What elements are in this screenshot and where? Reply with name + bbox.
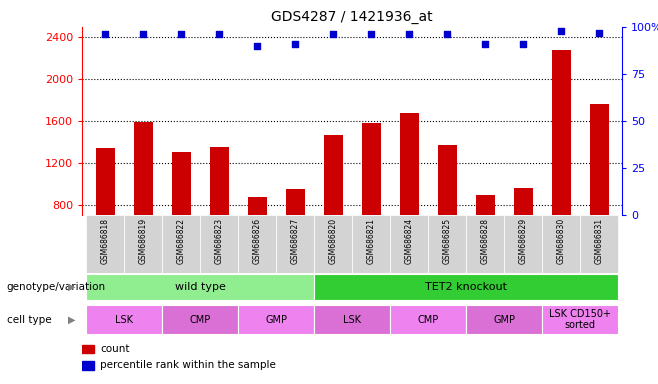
Bar (551, 50, 570, 215)
Point (442, 31, 452, 38)
Text: LSK: LSK (115, 314, 133, 325)
Text: GSM686818: GSM686818 (101, 218, 109, 264)
Title: GDS4287 / 1421936_at: GDS4287 / 1421936_at (271, 10, 433, 25)
Bar (238, 305, 314, 334)
Bar (352, 215, 390, 273)
Bar (276, 215, 314, 273)
Bar (504, 215, 542, 273)
Point (214, 31, 224, 38)
Bar (238, 215, 276, 273)
Text: GMP: GMP (493, 314, 515, 325)
Text: CMP: CMP (417, 314, 439, 325)
Bar (390, 305, 466, 334)
Text: ▶: ▶ (68, 314, 76, 325)
Bar (513, 188, 532, 215)
Point (480, 41, 490, 47)
Point (404, 31, 415, 38)
Bar (542, 305, 618, 334)
Text: cell type: cell type (7, 314, 51, 325)
Text: genotype/variation: genotype/variation (7, 282, 106, 292)
Bar (542, 215, 580, 273)
Text: GSM686824: GSM686824 (405, 218, 413, 264)
Bar (82, 361, 93, 369)
Bar (466, 215, 504, 273)
Bar (134, 122, 153, 215)
Bar (162, 305, 238, 334)
Bar (314, 274, 618, 300)
Text: GSM686828: GSM686828 (480, 218, 490, 264)
Text: percentile rank within the sample: percentile rank within the sample (100, 360, 276, 371)
Text: GSM686829: GSM686829 (519, 218, 528, 264)
Point (518, 41, 528, 47)
Text: GSM686823: GSM686823 (215, 218, 224, 264)
Point (328, 31, 338, 38)
Text: ▶: ▶ (68, 282, 76, 292)
Text: count: count (100, 344, 130, 354)
Bar (428, 215, 466, 273)
Bar (466, 305, 542, 334)
Text: wild type: wild type (174, 282, 226, 292)
Point (594, 30, 604, 36)
Bar (95, 148, 114, 215)
Bar (314, 215, 352, 273)
Bar (314, 305, 390, 334)
Bar (124, 215, 162, 273)
Text: GSM686821: GSM686821 (367, 218, 376, 264)
Text: GSM686827: GSM686827 (291, 218, 299, 264)
Text: GSM686831: GSM686831 (595, 218, 603, 264)
Bar (162, 215, 200, 273)
Text: GMP: GMP (265, 314, 287, 325)
Point (252, 43, 263, 49)
Bar (361, 123, 380, 215)
Bar (82, 345, 93, 353)
Bar (86, 215, 124, 273)
Text: CMP: CMP (190, 314, 211, 325)
Text: GSM686820: GSM686820 (328, 218, 338, 264)
Text: GSM686826: GSM686826 (253, 218, 261, 264)
Bar (390, 215, 428, 273)
Text: LSK: LSK (343, 314, 361, 325)
Bar (200, 215, 238, 273)
Bar (590, 104, 609, 215)
Point (100, 31, 111, 38)
Point (290, 41, 300, 47)
Text: GSM686830: GSM686830 (557, 218, 565, 264)
Bar (580, 215, 618, 273)
Text: GSM686822: GSM686822 (176, 218, 186, 264)
Bar (209, 147, 228, 215)
Bar (476, 195, 495, 215)
Point (366, 31, 376, 38)
Point (556, 28, 567, 34)
Bar (86, 274, 314, 300)
Point (176, 31, 186, 38)
Bar (438, 145, 457, 215)
Text: GSM686819: GSM686819 (139, 218, 147, 264)
Bar (86, 305, 162, 334)
Text: GSM686825: GSM686825 (443, 218, 451, 264)
Bar (172, 152, 191, 215)
Bar (399, 113, 418, 215)
Text: LSK CD150+
sorted: LSK CD150+ sorted (549, 309, 611, 331)
Bar (247, 197, 266, 215)
Bar (324, 134, 343, 215)
Point (138, 31, 148, 38)
Bar (286, 189, 305, 215)
Text: TET2 knockout: TET2 knockout (425, 282, 507, 292)
